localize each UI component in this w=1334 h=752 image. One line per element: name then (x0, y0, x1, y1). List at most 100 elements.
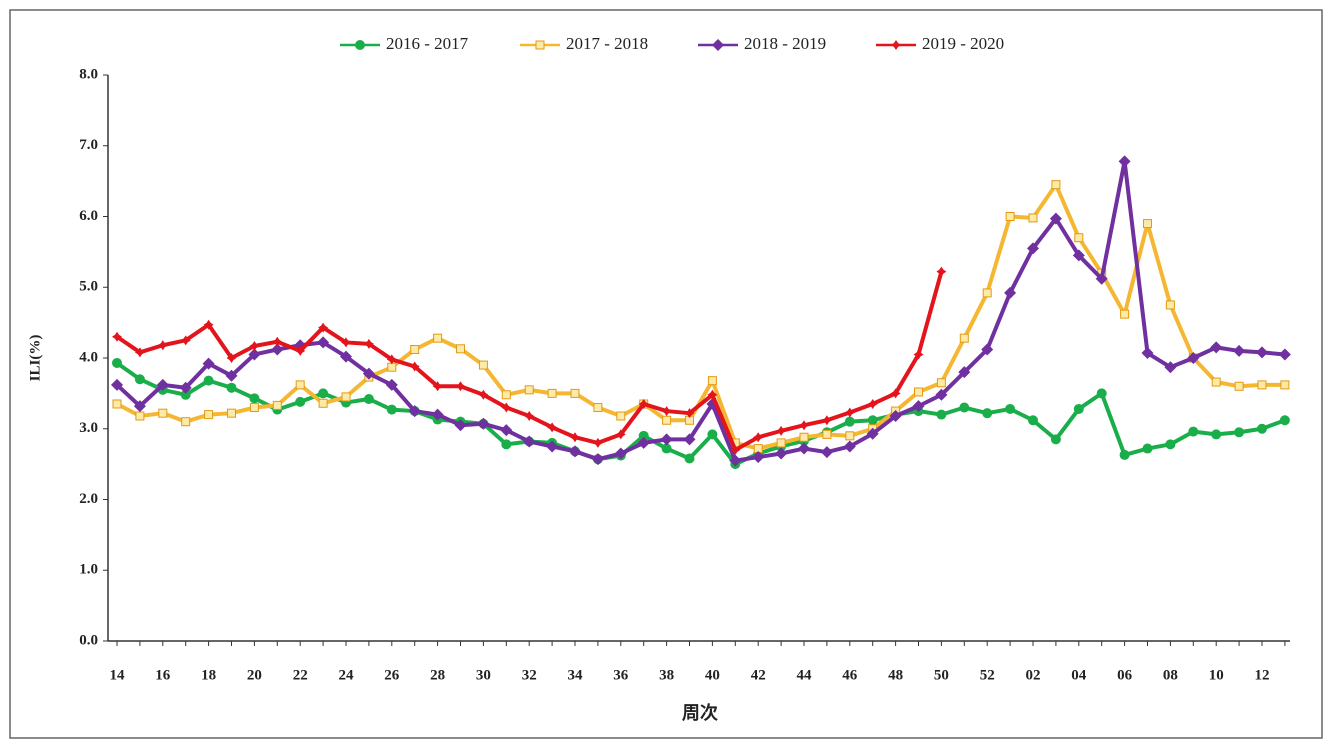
point (867, 415, 878, 426)
point (1211, 429, 1222, 440)
y-tick-label: 8.0 (79, 66, 98, 82)
x-tick-label: 22 (293, 667, 308, 683)
y-tick-label: 0.0 (79, 632, 98, 648)
legend-marker (712, 39, 724, 51)
frame (9, 9, 1323, 739)
point (248, 348, 261, 361)
x-tick-label: 26 (384, 667, 400, 683)
point (638, 430, 649, 441)
point (227, 408, 236, 418)
point (775, 447, 788, 460)
point (845, 431, 855, 441)
point (203, 319, 214, 330)
point (546, 440, 559, 453)
y-tick-label: 2.0 (79, 491, 98, 507)
point (570, 388, 580, 398)
x-tick-label: 08 (1163, 667, 1178, 683)
point (1120, 309, 1130, 319)
x-tick-label: 30 (476, 667, 491, 683)
point (410, 345, 420, 355)
x-tick-label: 14 (110, 667, 126, 683)
point (591, 453, 604, 466)
point (707, 429, 718, 440)
y-tick-label: 6.0 (79, 208, 98, 224)
point (569, 445, 581, 458)
point (156, 378, 169, 391)
point (912, 400, 925, 413)
point (1118, 155, 1131, 168)
point (615, 429, 626, 440)
point (295, 380, 305, 390)
y-tick-label: 3.0 (79, 420, 98, 436)
y-tick-label: 1.0 (79, 562, 98, 578)
x-tick-label: 36 (613, 667, 629, 683)
y-axis-label: ILI(%) (27, 335, 43, 382)
point (982, 408, 993, 419)
point (1143, 219, 1152, 229)
x-tick-label: 06 (1117, 667, 1133, 683)
point (318, 322, 329, 333)
point (913, 349, 924, 360)
point (593, 403, 603, 413)
point (363, 394, 374, 405)
point (776, 438, 786, 448)
point (822, 429, 832, 439)
point (935, 388, 948, 401)
point (729, 454, 742, 467)
point (385, 378, 398, 391)
point (456, 344, 465, 354)
x-tick-label: 52 (980, 667, 995, 683)
point (112, 357, 122, 368)
point (500, 424, 513, 437)
x-tick-label: 24 (339, 667, 355, 683)
point (799, 420, 809, 431)
x-axis-label: 周次 (682, 702, 718, 723)
legend-label: 2016 - 2017 (386, 34, 469, 53)
point (1279, 415, 1290, 426)
point (1256, 346, 1268, 359)
legend-label: 2019 - 2020 (922, 34, 1004, 53)
point (524, 411, 535, 422)
point (821, 415, 832, 426)
point (981, 343, 994, 356)
point (662, 415, 672, 425)
point (1165, 439, 1176, 450)
point (683, 433, 696, 446)
point (844, 407, 855, 418)
point (1234, 427, 1245, 438)
series-line (115, 361, 1286, 467)
point (936, 378, 946, 388)
point (318, 388, 329, 399)
point (204, 410, 214, 420)
point (1119, 449, 1130, 460)
point (203, 375, 214, 386)
point (295, 345, 306, 356)
point (684, 408, 695, 419)
point (936, 266, 947, 277)
point (936, 409, 947, 420)
point (592, 437, 603, 448)
point (1072, 249, 1085, 262)
x-tick-label: 48 (888, 667, 903, 683)
point (1004, 286, 1017, 299)
x-tick-label: 50 (934, 667, 949, 683)
point (1049, 212, 1062, 225)
point (432, 381, 443, 392)
point (959, 402, 970, 413)
point (478, 389, 489, 400)
point (112, 331, 122, 342)
legend-label: 2018 - 2019 (744, 34, 826, 53)
x-tick-label: 40 (705, 667, 720, 683)
point (547, 422, 558, 433)
point (1210, 341, 1223, 354)
point (133, 400, 146, 413)
point (181, 417, 191, 427)
point (134, 347, 145, 358)
point (1278, 348, 1291, 361)
point (225, 369, 238, 382)
point (661, 406, 672, 417)
point (226, 353, 237, 363)
x-tick-label: 46 (842, 667, 858, 683)
